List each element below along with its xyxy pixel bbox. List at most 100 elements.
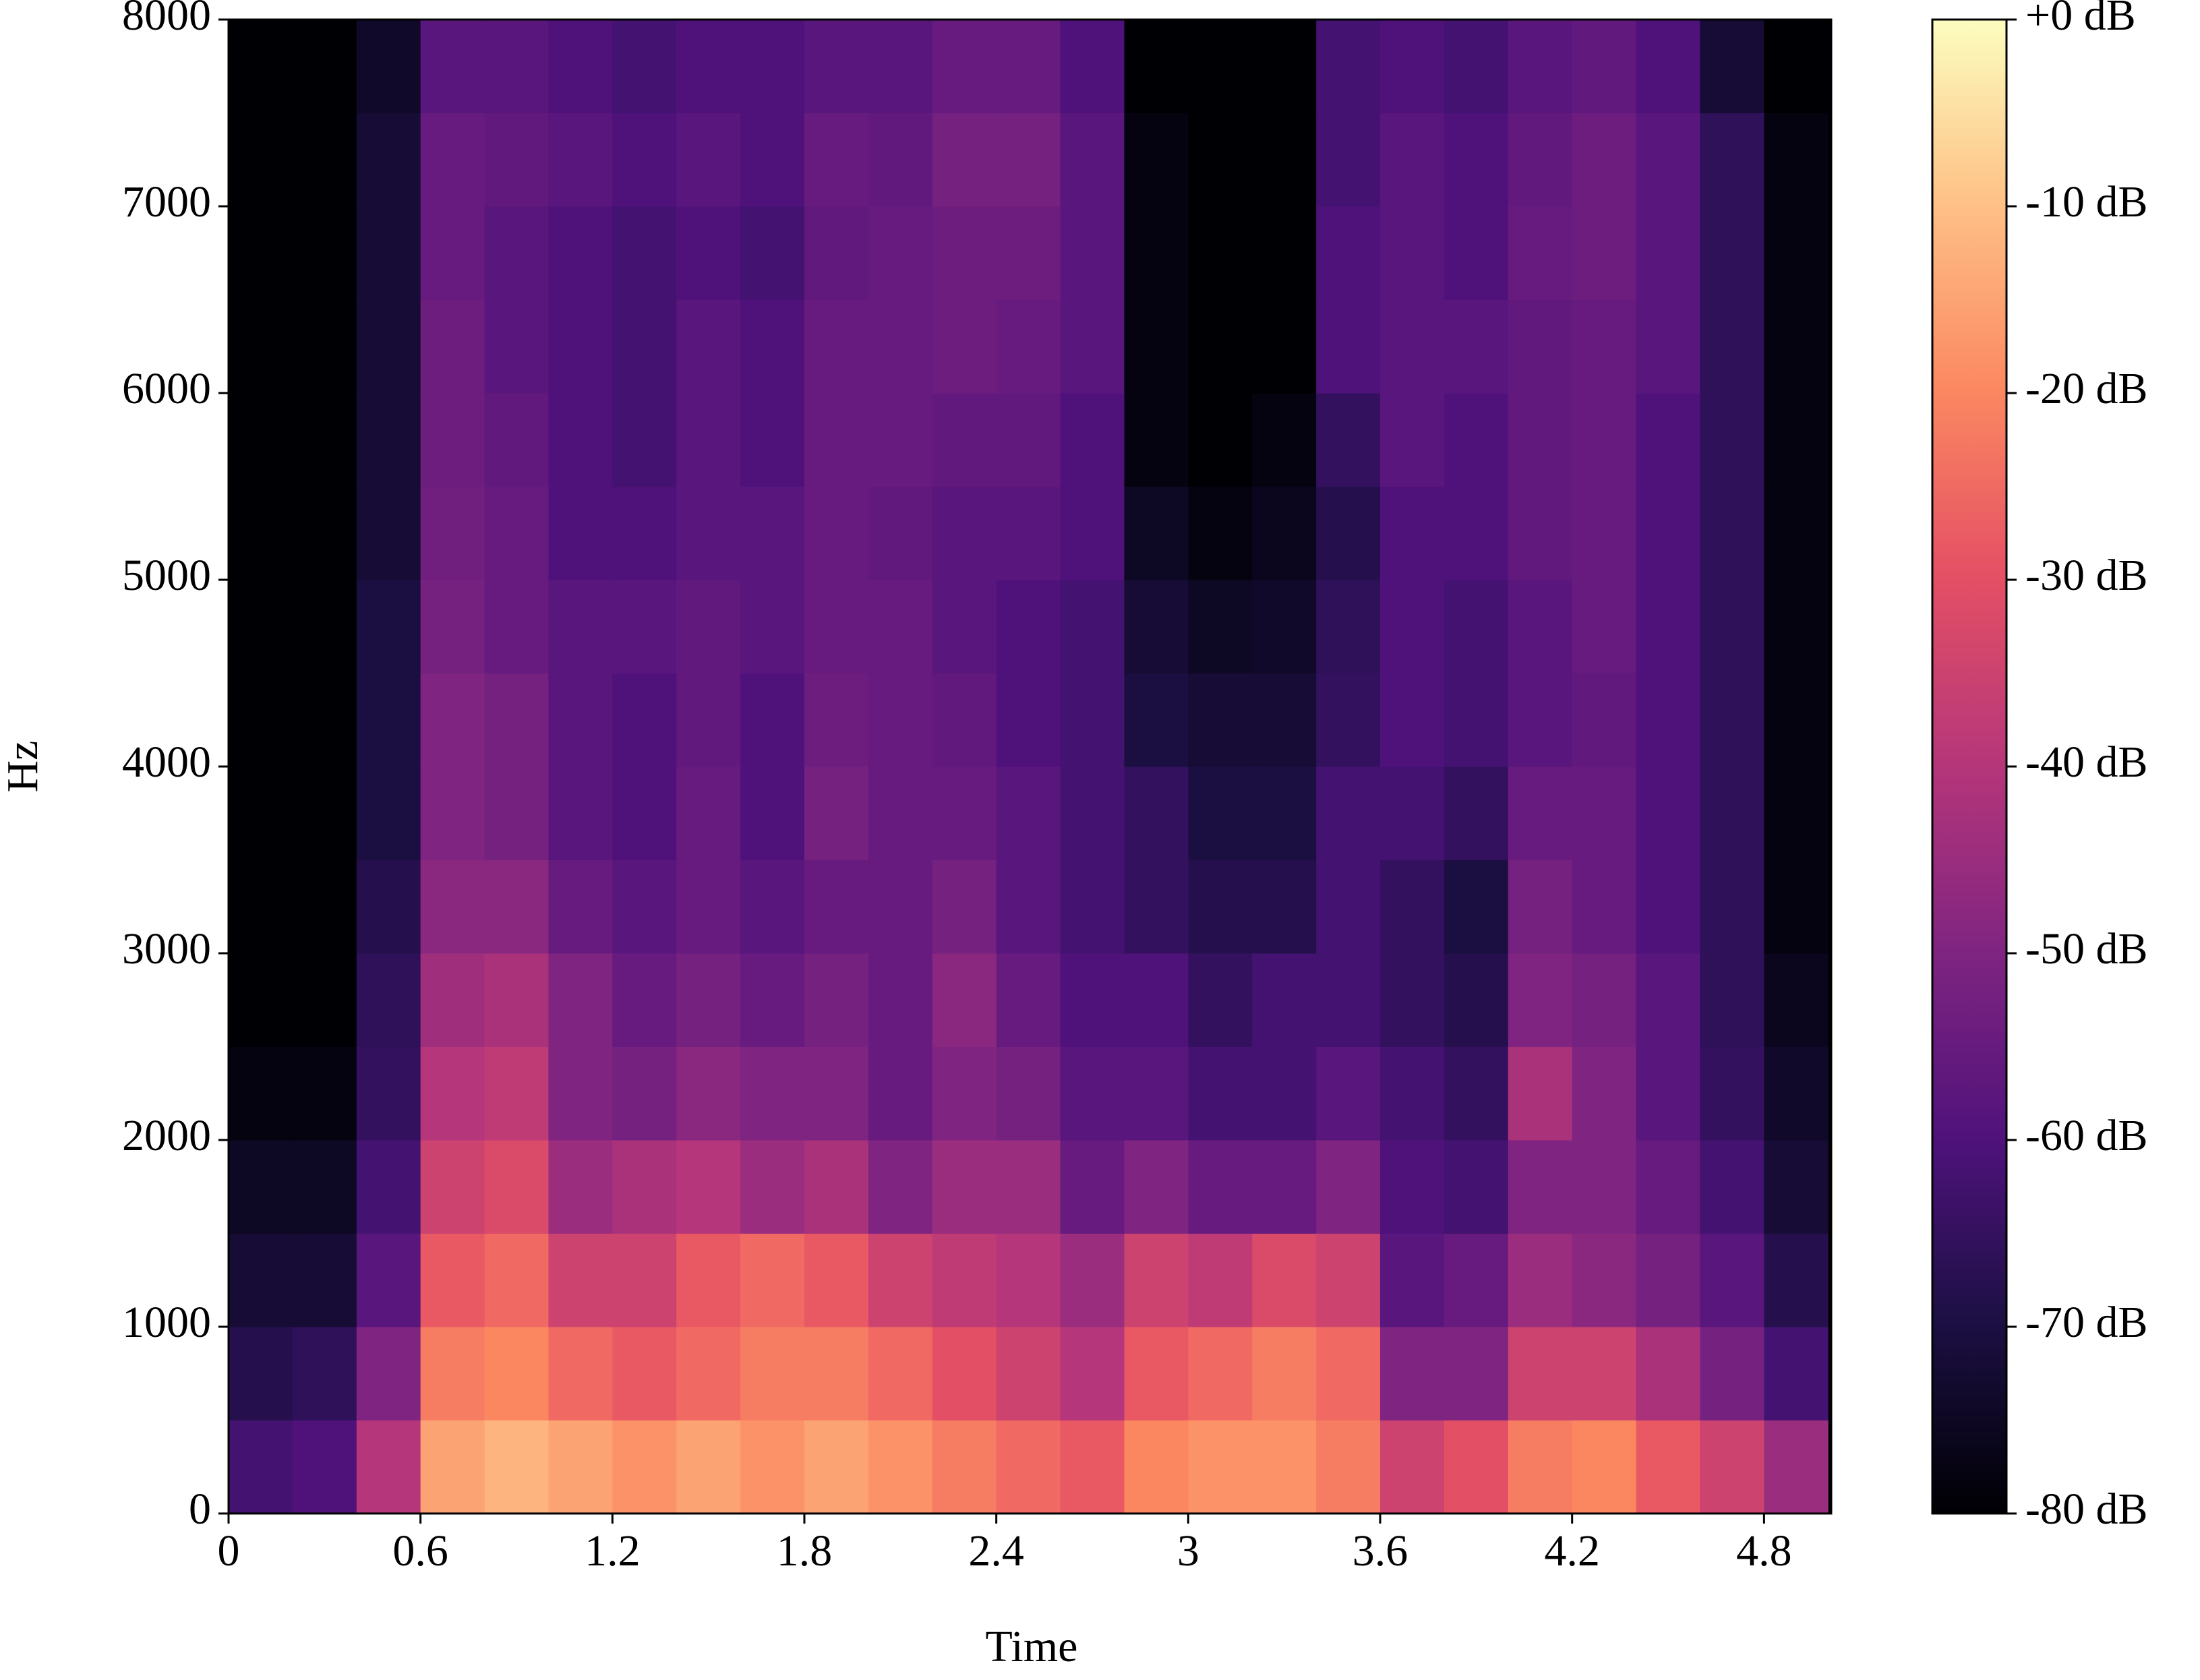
cell bbox=[932, 299, 997, 394]
cell bbox=[548, 20, 613, 113]
cell bbox=[548, 673, 613, 767]
cell bbox=[932, 1233, 997, 1327]
cell bbox=[1572, 1420, 1637, 1514]
cell bbox=[1316, 1140, 1381, 1234]
cell bbox=[1316, 1233, 1381, 1327]
cell bbox=[1444, 299, 1509, 394]
cell bbox=[868, 1046, 933, 1141]
cell bbox=[1700, 1327, 1764, 1420]
cell bbox=[1380, 860, 1445, 954]
cell bbox=[1316, 113, 1381, 207]
y-tick-label: 6000 bbox=[122, 364, 211, 413]
cell bbox=[676, 486, 741, 580]
cell bbox=[420, 1233, 485, 1327]
cell bbox=[484, 860, 549, 954]
cell bbox=[1060, 1140, 1125, 1234]
cell bbox=[804, 1046, 869, 1141]
cell bbox=[1316, 486, 1381, 580]
cell bbox=[804, 860, 869, 954]
cell bbox=[548, 860, 613, 954]
cell bbox=[292, 580, 357, 673]
cell bbox=[1700, 299, 1764, 394]
cell bbox=[612, 486, 677, 580]
cell bbox=[1060, 393, 1125, 487]
cell bbox=[868, 299, 933, 394]
cell bbox=[1764, 1140, 1829, 1234]
cell bbox=[1380, 299, 1445, 394]
cell bbox=[804, 673, 869, 767]
cell bbox=[1188, 393, 1253, 487]
colorbar-tick-label: -20 dB bbox=[2025, 364, 2148, 413]
cell bbox=[1572, 953, 1637, 1047]
cell bbox=[996, 113, 1061, 207]
cell bbox=[612, 580, 677, 673]
cell bbox=[932, 673, 997, 767]
cell bbox=[356, 953, 421, 1047]
cell bbox=[1444, 860, 1509, 954]
cell bbox=[1380, 1420, 1445, 1514]
cell bbox=[996, 299, 1061, 394]
cell bbox=[612, 1233, 677, 1327]
cell bbox=[548, 299, 613, 394]
cell bbox=[1380, 1327, 1445, 1420]
cell bbox=[612, 673, 677, 767]
cell bbox=[229, 1233, 293, 1327]
cell bbox=[1700, 486, 1764, 580]
cell bbox=[1252, 953, 1317, 1047]
cell bbox=[1316, 299, 1381, 394]
cell bbox=[740, 20, 805, 113]
cell bbox=[612, 1046, 677, 1141]
cell bbox=[548, 393, 613, 487]
cell bbox=[1636, 1233, 1700, 1327]
cell bbox=[996, 486, 1061, 580]
cell bbox=[1316, 767, 1381, 860]
cell bbox=[356, 206, 421, 300]
cell bbox=[868, 953, 933, 1047]
x-tick-label: 3.6 bbox=[1352, 1526, 1408, 1576]
cell bbox=[548, 1327, 613, 1420]
cell bbox=[420, 113, 485, 207]
cell bbox=[484, 20, 549, 113]
cell bbox=[1444, 113, 1509, 207]
colorbar-tick-label: -50 dB bbox=[2025, 924, 2148, 973]
cell bbox=[420, 767, 485, 860]
cell bbox=[356, 393, 421, 487]
cell bbox=[484, 393, 549, 487]
cell bbox=[804, 20, 869, 113]
cell bbox=[676, 393, 741, 487]
cell bbox=[356, 113, 421, 207]
cell bbox=[1060, 673, 1125, 767]
cell bbox=[1444, 673, 1509, 767]
y-tick-label: 5000 bbox=[122, 551, 211, 600]
cell bbox=[356, 673, 421, 767]
cell bbox=[229, 580, 293, 673]
cell bbox=[1316, 673, 1381, 767]
cell bbox=[996, 1327, 1061, 1420]
cell bbox=[740, 767, 805, 860]
cell bbox=[996, 1233, 1061, 1327]
cell bbox=[1508, 20, 1573, 113]
cell bbox=[1316, 393, 1381, 487]
cell bbox=[1764, 673, 1829, 767]
cell bbox=[229, 673, 293, 767]
cell bbox=[740, 486, 805, 580]
cell bbox=[1060, 1327, 1125, 1420]
cell bbox=[229, 486, 293, 580]
cell bbox=[676, 206, 741, 300]
cell bbox=[932, 393, 997, 487]
cell bbox=[229, 113, 293, 207]
cell bbox=[1188, 113, 1253, 207]
cell bbox=[1380, 486, 1445, 580]
cell bbox=[1444, 767, 1509, 860]
cell bbox=[1188, 299, 1253, 394]
cell bbox=[1508, 767, 1573, 860]
cell bbox=[1316, 20, 1381, 113]
cell bbox=[1124, 953, 1189, 1047]
cell bbox=[356, 1327, 421, 1420]
cell bbox=[229, 299, 293, 394]
colorbar-tick-label: -70 dB bbox=[2025, 1298, 2148, 1347]
cell bbox=[229, 1327, 293, 1420]
cell bbox=[1444, 1327, 1509, 1420]
cell bbox=[548, 767, 613, 860]
cell bbox=[1444, 20, 1509, 113]
